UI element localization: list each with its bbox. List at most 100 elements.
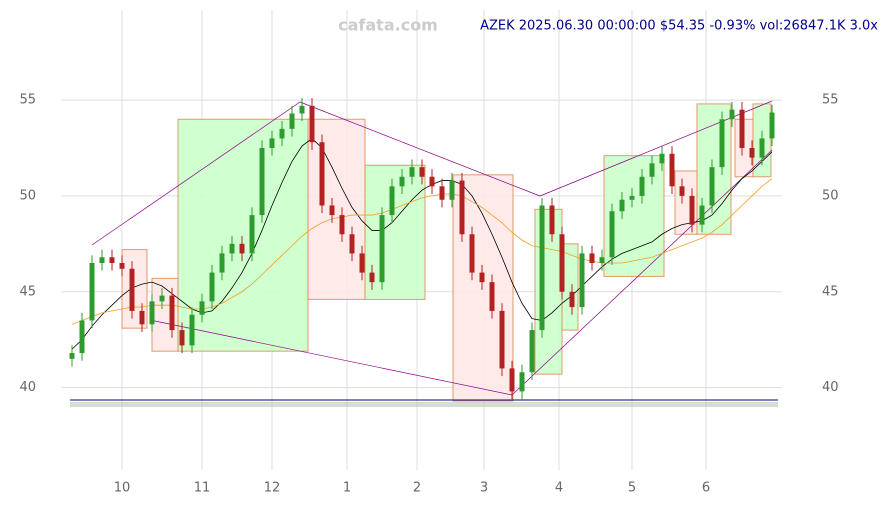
y-tick-label-right: 55 [822,93,839,108]
candle-body [639,176,645,196]
candle-body [389,186,395,216]
candle-body [759,138,765,158]
candle-body [279,128,285,139]
candle-body [589,253,595,263]
candle-body [489,282,495,311]
moving-average [71,137,773,350]
candle-body [189,314,195,346]
candle-body [259,148,265,216]
candle-body [89,263,95,321]
candle-body [109,257,115,263]
candle-body [229,243,235,254]
candle-body [769,112,775,139]
x-tick-label: 6 [702,481,710,496]
candle-body [169,295,175,331]
candle-body [119,263,125,269]
candle-body [349,234,355,254]
trend-line [91,101,301,246]
candle-body [289,113,295,129]
candle-body [549,205,555,235]
y-tick-label: 45 [19,284,36,299]
chart-title: AZEK 2025.06.30 00:00:00 $54.35 -0.93% v… [480,19,878,34]
candle-body [659,153,665,164]
candle-body [529,330,535,373]
candle-body [499,310,505,369]
candle-body [719,119,725,168]
candle-body [459,180,465,235]
candle-body [269,138,275,148]
x-tick-label: 1 [343,481,351,496]
candle-body [419,167,425,177]
candle-body [709,167,715,206]
x-tick-label: 4 [555,481,563,496]
candle-body [729,109,735,120]
x-tick-label: 2 [413,481,421,496]
x-tick-label: 5 [628,481,636,496]
candle-body [379,215,385,283]
candle-body [689,195,695,225]
candle-body [669,153,675,187]
candle-body [209,272,215,302]
candle-body [439,186,445,200]
range-box [177,118,309,352]
candle-body [509,368,515,392]
candle-body [449,180,455,200]
candle-body [159,295,165,302]
candle-body [149,301,155,325]
candle-body [399,176,405,187]
x-tick-label: 11 [194,481,211,496]
candle-body [129,268,135,311]
watermark: cafata.com [338,16,438,35]
y-tick-label-right: 45 [822,284,839,299]
candle-body [629,195,635,200]
candle-body [609,211,615,258]
candle-body [679,186,685,196]
candle-body [519,372,525,392]
candle-body [539,205,545,331]
y-tick-label: 50 [19,188,36,203]
candle-body [249,215,255,254]
trend-line [299,101,541,197]
candle-body [219,253,225,273]
candle-body [239,243,245,254]
moving-average [71,178,773,325]
candle-body [99,257,105,263]
candle-body [559,234,565,292]
candle-body [429,176,435,187]
candle-body [409,167,415,177]
range-box [534,208,563,375]
candle-body [619,199,625,212]
candle-body [479,272,485,283]
candle-body [199,301,205,315]
plot-background [62,10,782,470]
x-tick-label: 12 [264,481,281,496]
y-tick-label-right: 50 [822,188,839,203]
candle-body [599,257,605,263]
candle-body [69,353,75,359]
candle-body [139,310,145,325]
candle-body [179,330,185,346]
y-tick-label: 40 [19,380,36,395]
x-tick-label: 3 [480,481,488,496]
candle-body [329,205,335,216]
range-box [307,118,366,300]
candle-body [309,105,315,143]
range-box [364,164,426,300]
candle-body [749,148,755,158]
candle-body [299,105,305,114]
y-tick-label-right: 40 [822,380,839,395]
candle-body [319,142,325,206]
candle-body [369,272,375,283]
trend-line [511,149,773,396]
y-tick-label: 55 [19,93,36,108]
candle-body [79,320,85,354]
trend-line [149,319,513,396]
volume-strip [70,402,778,407]
candle-body [579,253,585,308]
candle-body [739,109,745,148]
candle-body [339,215,345,235]
x-tick-label: 10 [114,481,131,496]
candle-body [469,234,475,273]
candle-body [359,253,365,273]
